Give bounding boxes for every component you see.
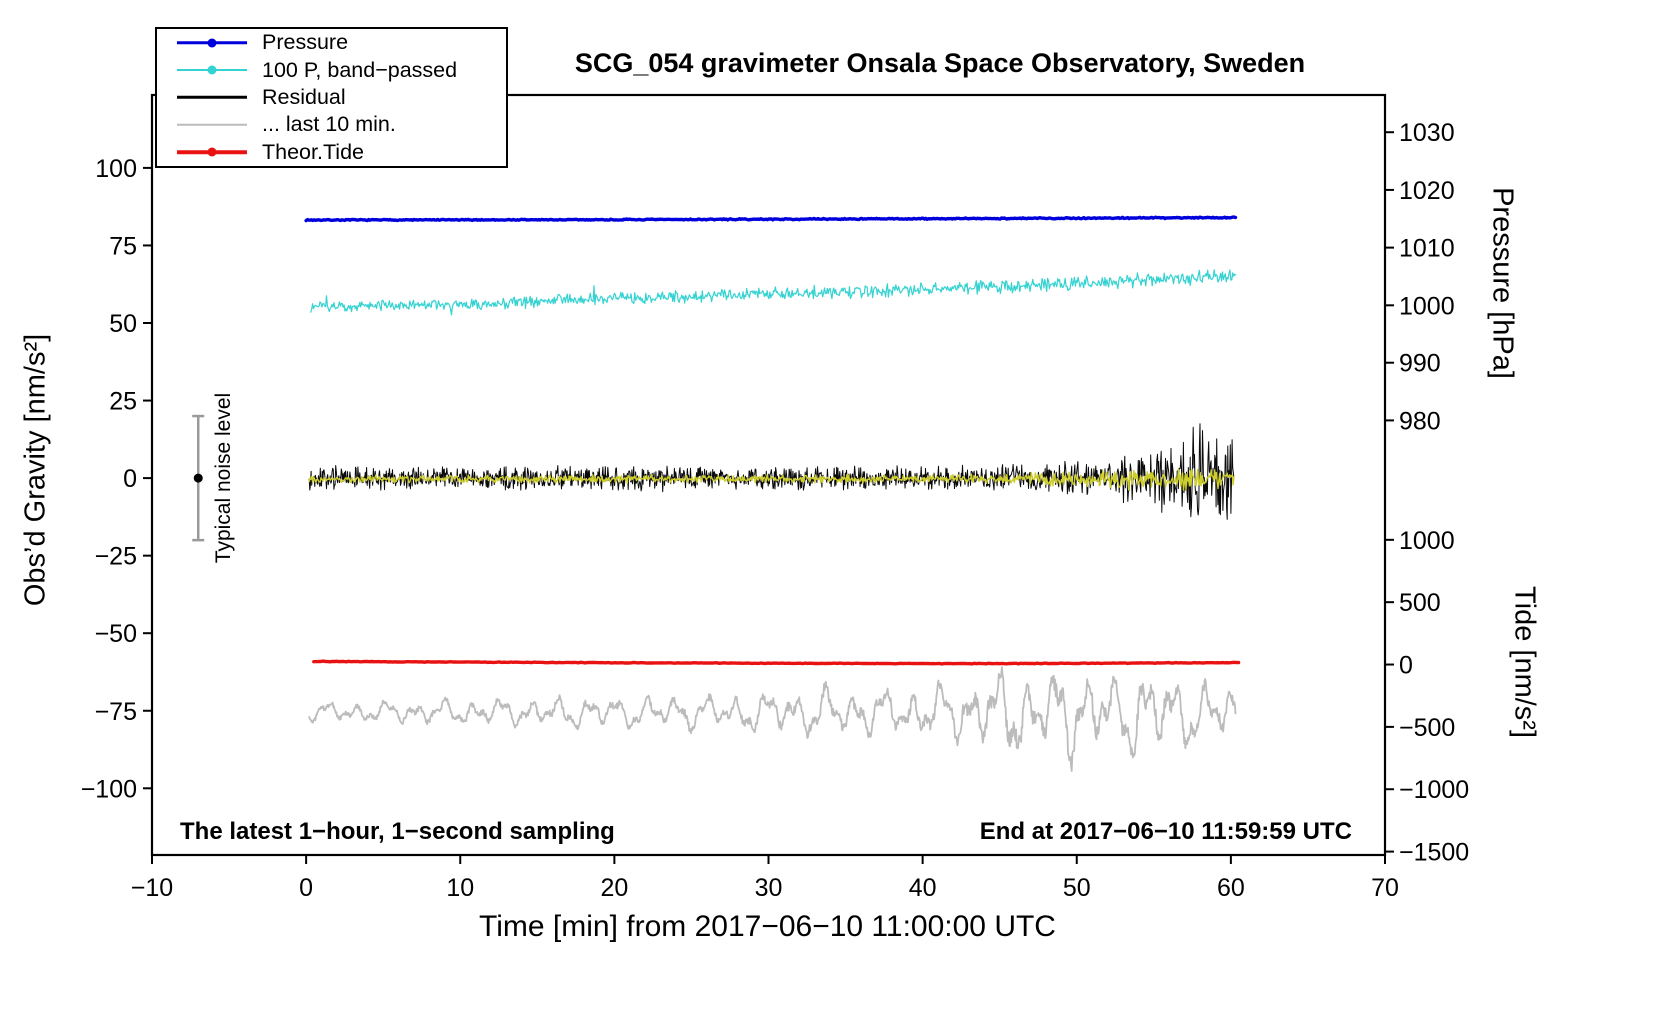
y-axis-label-gravity: Obs’d Gravity [nm/s²]	[19, 333, 52, 607]
legend-label: 100 P, band−passed	[262, 57, 458, 82]
legend-label: ... last 10 min.	[262, 112, 396, 137]
time-tick-label: 40	[909, 874, 937, 902]
legend-item-4: Theor.Tide	[157, 139, 506, 166]
legend-item-2: Residual	[157, 84, 506, 111]
pressure-tick-label: 990	[1399, 350, 1441, 378]
legend-marker-undefined	[177, 119, 247, 131]
legend-marker-undefined	[177, 64, 247, 76]
pressure-tick-label: 1020	[1399, 177, 1455, 205]
legend-marker-undefined	[177, 37, 247, 49]
gravity-tick-label: −100	[81, 775, 137, 803]
legend: Pressure 100 P, band−passed Residual ... la…	[155, 27, 508, 168]
theor-tide-series	[312, 659, 1241, 666]
time-tick-label: 30	[755, 874, 783, 902]
time-tick-label: −10	[131, 874, 173, 902]
legend-item-1: 100 P, band−passed	[157, 56, 506, 83]
gravity-tick-label: 0	[123, 465, 137, 493]
gravity-tick-label: −50	[95, 620, 137, 648]
pressure-bandpassed-series	[310, 269, 1237, 316]
residual-last-10min-series	[308, 666, 1237, 772]
legend-label: Pressure	[262, 30, 349, 55]
gravity-tick-label: −25	[95, 543, 137, 571]
time-tick-label: 60	[1217, 874, 1245, 902]
time-tick-label: 50	[1063, 874, 1091, 902]
legend-item-3: ... last 10 min.	[157, 111, 506, 138]
gravity-tick-label: 25	[109, 388, 137, 416]
legend-marker-undefined	[177, 146, 247, 158]
time-tick-label: 20	[600, 874, 628, 902]
pressure-tick-label: 1030	[1399, 119, 1455, 147]
tide-tick-label: −1000	[1399, 776, 1469, 804]
x-axis-label: Time [min] from 2017−06−10 11:00:00 UTC	[479, 910, 1056, 943]
gravity-tick-label: 75	[109, 232, 137, 260]
pressure-tick-label: 980	[1399, 407, 1441, 435]
y-axis-label-pressure: Pressure [hPa]	[1486, 187, 1519, 379]
gravity-tick-label: 50	[109, 310, 137, 338]
time-tick-label: 0	[299, 874, 313, 902]
sampling-annotation: The latest 1−hour, 1−second sampling	[180, 818, 615, 845]
legend-item-0: Pressure	[157, 29, 506, 56]
tide-tick-label: 500	[1399, 589, 1441, 617]
gravity-tick-label: 100	[95, 155, 137, 183]
legend-label: Theor.Tide	[262, 139, 364, 164]
residual-filtered-series	[308, 468, 1235, 491]
pressure-series	[304, 215, 1238, 223]
pressure-tick-label: 1010	[1399, 235, 1455, 263]
tide-tick-label: −1500	[1399, 839, 1469, 867]
tide-tick-label: 1000	[1399, 527, 1455, 555]
time-tick-label: 70	[1371, 874, 1399, 902]
pressure-tick-label: 1000	[1399, 292, 1455, 320]
y-axis-label-tide: Tide [nm/s²]	[1508, 585, 1541, 739]
end-time-annotation: End at 2017−06−10 11:59:59 UTC	[979, 818, 1352, 845]
legend-label: Residual	[262, 84, 346, 109]
legend-marker-undefined	[177, 91, 247, 103]
tide-tick-label: 0	[1399, 652, 1413, 680]
noise-level-label: Typical noise level	[212, 392, 235, 564]
tide-tick-label: −500	[1399, 714, 1455, 742]
residual-series	[308, 423, 1235, 520]
time-tick-label: 10	[446, 874, 474, 902]
noise-bar-dot	[193, 473, 203, 483]
chart-title: SCG_054 gravimeter Onsala Space Observat…	[574, 48, 1306, 78]
gravity-tick-label: −75	[95, 698, 137, 726]
